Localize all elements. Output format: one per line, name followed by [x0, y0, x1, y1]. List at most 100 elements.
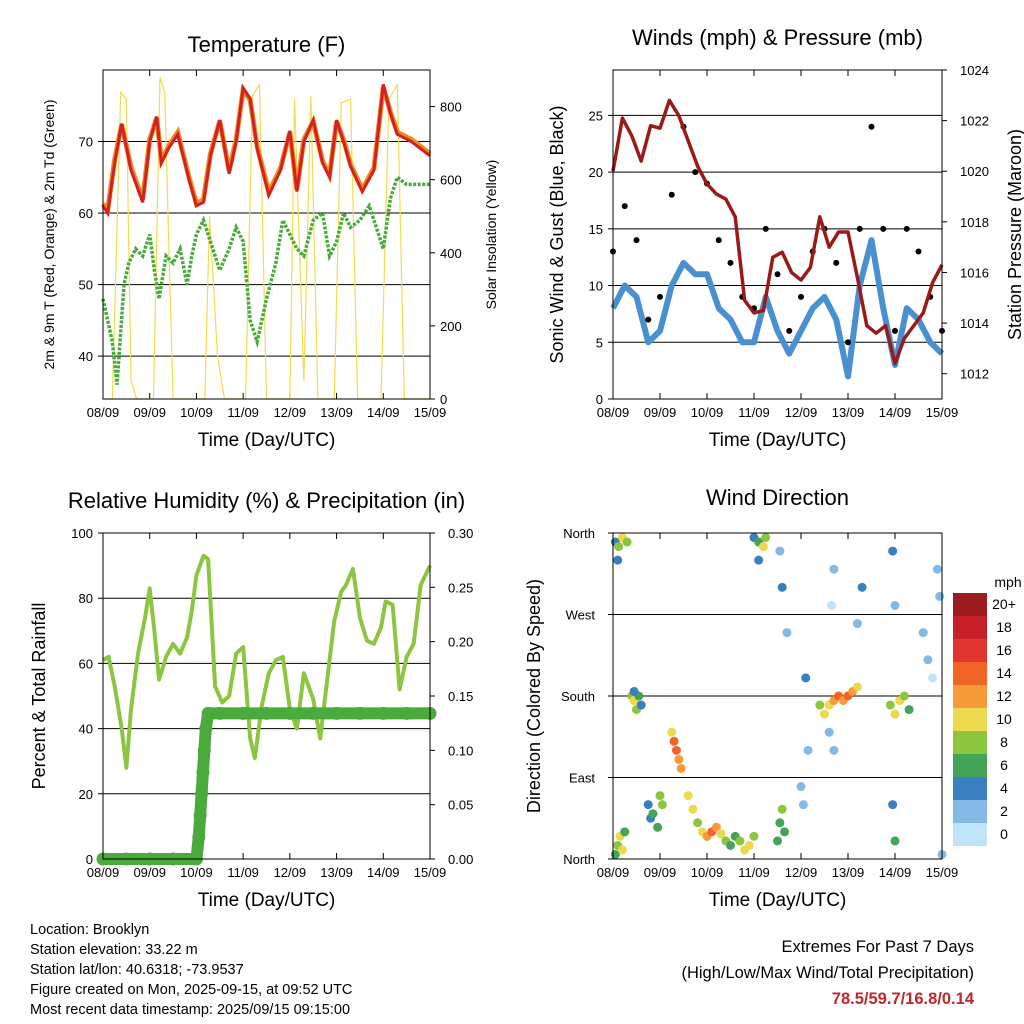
direction-point: [888, 800, 898, 810]
x-tick-label: 13/09: [832, 865, 865, 880]
precip-point: [353, 706, 367, 720]
direction-point: [688, 804, 698, 814]
colorbar-label: 6: [1000, 757, 1008, 773]
y2-tick-label: 200: [440, 319, 462, 334]
direction-point: [801, 673, 811, 683]
extremes-title: Extremes For Past 7 Days: [781, 938, 974, 956]
gust-point: [915, 248, 922, 255]
gust-point: [856, 225, 863, 232]
direction-point: [655, 791, 665, 801]
precip-point: [330, 706, 344, 720]
precip-point: [236, 706, 250, 720]
precip-point: [260, 706, 273, 720]
direction-point: [820, 709, 829, 719]
direction-point: [643, 800, 653, 810]
y-tick-label: South: [561, 689, 595, 704]
x-tick-label: 10/09: [691, 865, 724, 880]
y2-axis-label: Station Pressure (Maroon): [1005, 129, 1024, 340]
colorbar-swatch: [953, 685, 987, 708]
x-axis-label: Time (Day/UTC): [198, 890, 336, 911]
y2-tick-label: 0.30: [448, 526, 473, 541]
x-tick-label: 11/09: [227, 865, 259, 880]
x-tick-label: 10/09: [180, 405, 213, 420]
created-text: Figure created on Mon, 2025-09-15, at 09…: [30, 982, 353, 998]
direction-point: [890, 836, 900, 846]
x-tick-label: 15/09: [926, 865, 959, 880]
y-axis-label: 2m & 9m T (Red, Orange) & 2m Td (Green): [41, 100, 57, 370]
colorbar-label: 18: [996, 619, 1012, 635]
plot-frame: [102, 532, 431, 860]
precip-point: [195, 787, 209, 801]
gust-point: [657, 293, 663, 300]
precip-point: [283, 706, 297, 720]
gust-point: [786, 327, 793, 334]
direction-point: [676, 763, 686, 773]
gust-point: [762, 225, 769, 232]
pressure-line: [611, 98, 944, 366]
y-tick-label: East: [569, 771, 595, 786]
dewpoint-line: [101, 174, 430, 385]
y2-tick-label: 1012: [960, 367, 989, 382]
x-tick-label: 13/09: [832, 405, 865, 420]
direction-point: [716, 829, 726, 839]
direction-point: [890, 600, 900, 610]
panel-0: Temperature (F) 08/09 09/09 10/09 11/09 12/09…: [41, 32, 499, 451]
gust-point: [692, 169, 699, 176]
precip-point: [400, 706, 414, 720]
gust-point: [774, 271, 781, 278]
direction-point: [829, 745, 839, 755]
direction-point: [780, 827, 790, 837]
y2-tick-label: 1018: [960, 215, 989, 230]
y-tick-label: 5: [596, 335, 603, 350]
precip-point: [376, 706, 390, 720]
chart-title: Temperature (F): [188, 32, 346, 57]
direction-point: [667, 727, 677, 737]
direction-point: [613, 555, 623, 565]
direction-point: [614, 542, 624, 552]
colorbar-swatch: [953, 777, 987, 800]
precip-point: [201, 706, 215, 720]
temp-2m-line: [101, 83, 431, 218]
precip-point: [199, 722, 213, 736]
direction-point: [773, 836, 782, 846]
colorbar-swatch: [953, 823, 987, 846]
y2-tick-label: 1014: [960, 316, 989, 331]
direction-point: [735, 836, 745, 846]
direction-point: [775, 818, 785, 828]
recent-text: Most recent data timestamp: 2025/09/15 0…: [30, 1002, 351, 1018]
y-axis-label: Sonic Wind & Gust (Blue, Black): [547, 105, 567, 363]
direction-point: [617, 845, 627, 855]
y-tick-label: 20: [79, 787, 93, 802]
x-tick-label: 09/09: [133, 405, 166, 420]
x-tick-label: 12/09: [274, 865, 307, 880]
x-tick-label: 14/09: [879, 405, 912, 420]
x-tick-label: 13/09: [320, 405, 353, 420]
direction-point: [775, 546, 785, 556]
y-tick-label: 60: [79, 206, 93, 221]
direction-point: [744, 840, 754, 850]
y-tick-label: West: [566, 608, 596, 623]
x-tick-label: 08/09: [87, 865, 120, 880]
colorbar-swatch: [953, 754, 987, 777]
y-tick-label: 10: [589, 279, 603, 294]
plot-frame: [612, 69, 943, 400]
y2-tick-label: 0.20: [448, 635, 473, 650]
direction-point: [904, 705, 914, 715]
x-tick-label: 12/09: [785, 405, 818, 420]
latlon-text: Station lat/lon: 40.6318; -73.9537: [30, 962, 244, 978]
x-axis-label: Time (Day/UTC): [709, 430, 847, 451]
gust-point: [833, 259, 840, 266]
location-text: Location: Brooklyn: [30, 922, 150, 938]
y2-tick-label: 1024: [960, 63, 989, 78]
y2-tick-label: 400: [440, 246, 462, 261]
x-axis-label: Time (Day/UTC): [198, 430, 336, 451]
direction-point: [782, 628, 792, 638]
gust-point: [715, 237, 722, 244]
precip-point: [196, 765, 210, 779]
colorbar-label: 0: [1000, 826, 1008, 842]
direction-point: [749, 831, 759, 841]
gust-point: [845, 339, 851, 346]
colorbar-label: 4: [1000, 780, 1008, 796]
x-axis-label: Time (Day/UTC): [709, 890, 847, 911]
